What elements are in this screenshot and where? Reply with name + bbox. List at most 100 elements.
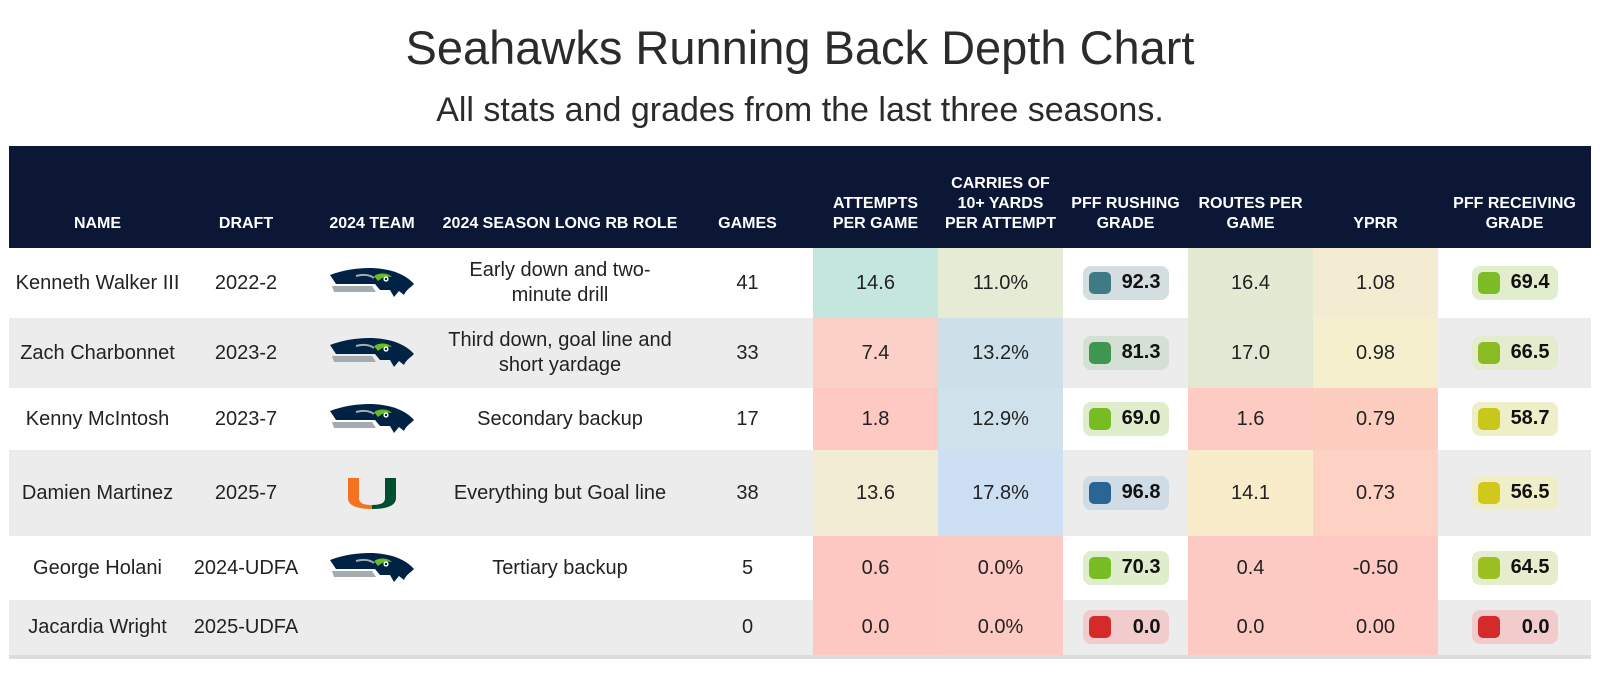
rushing-grade-cell: 70.3 (1063, 536, 1188, 600)
draft-cell: 2023-2 (214, 341, 278, 364)
yprr-cell: -0.50 (1313, 536, 1438, 600)
receiving-grade-badge: 64.5 (1471, 550, 1558, 585)
miami-logo-icon (348, 478, 396, 509)
attempts-per-game-cell: 0.6 (813, 536, 938, 600)
grade-color-swatch (1088, 616, 1111, 638)
table-row: George Holani 2024-UDFA Tertiary backup 5 0.… (9, 536, 1591, 600)
receiving-grade-cell: 58.7 (1438, 388, 1591, 450)
rushing-grade-badge: 0.0 (1082, 610, 1169, 644)
column-header-draft: DRAFT (218, 215, 274, 232)
rushing-grade-badge: 81.3 (1082, 335, 1169, 370)
attempts-per-game-cell: 14.6 (813, 248, 938, 318)
yprr-cell: 0.00 (1313, 600, 1438, 657)
grade-value: 96.8 (1121, 481, 1161, 503)
column-header-carries-10plus: CARRIES OF 10+ YARDS PER ATTEMPT (944, 175, 1057, 232)
games-cell: 5 (741, 556, 754, 579)
attempts-per-game-cell: 1.8 (813, 388, 938, 450)
rushing-grade-cell: 92.3 (1063, 248, 1188, 318)
column-header-yprr: YPRR (1353, 215, 1398, 232)
receiving-grade-cell: 0.0 (1438, 600, 1591, 657)
games-cell: 0 (741, 616, 754, 638)
draft-cell: 2025-7 (214, 481, 278, 504)
grade-color-swatch (1477, 481, 1500, 504)
rushing-grade-badge: 70.3 (1082, 550, 1169, 585)
games-cell: 33 (736, 341, 759, 364)
rushing-grade-cell: 96.8 (1063, 450, 1188, 536)
rushing-grade-badge: 69.0 (1082, 401, 1169, 436)
column-header-role: 2024 SEASON LONG RB ROLE (442, 215, 678, 232)
rushing-grade-badge: 92.3 (1082, 265, 1169, 300)
column-header-routes-per-game: ROUTES PER GAME (1198, 195, 1303, 232)
team-logo-cell (306, 248, 438, 318)
player-name: George Holani (33, 556, 162, 579)
role-cell: Tertiary backup (492, 556, 628, 579)
header-row: NAME DRAFT 2024 TEAM 2024 SEASON LONG RB… (9, 146, 1591, 248)
table-row: Kenneth Walker III 2022-2 Early down and t… (9, 248, 1591, 318)
role-cell: Third down, goal line and short yardage (448, 329, 672, 376)
draft-cell: 2023-7 (214, 407, 278, 430)
team-logo-cell (306, 600, 438, 657)
table-row: Jacardia Wright 2025-UDFA 0 0.0 0.0% 0.0 0.0 0.… (9, 600, 1591, 657)
grade-value: 0.0 (1521, 615, 1550, 638)
team-logo-cell (306, 388, 438, 450)
column-header-games: GAMES (718, 215, 777, 232)
grade-color-swatch (1477, 271, 1500, 294)
attempts-per-game-cell: 0.0 (813, 600, 938, 657)
carries-10plus-cell: 17.8% (938, 450, 1063, 536)
grade-value: 69.0 (1121, 407, 1161, 429)
grade-color-swatch (1477, 556, 1500, 579)
yprr-cell: 0.79 (1313, 388, 1438, 450)
grade-value: 66.5 (1510, 341, 1550, 363)
routes-per-game-cell: 1.6 (1188, 388, 1313, 450)
grade-color-swatch (1477, 341, 1500, 364)
grade-value: 70.3 (1121, 556, 1161, 578)
column-header-team: 2024 TEAM (329, 215, 415, 232)
role-cell (438, 600, 682, 657)
table-row: Damien Martinez 2025-7 Everything but Goal… (9, 450, 1591, 536)
draft-cell: 2025-UDFA (193, 616, 299, 638)
grade-value: 69.4 (1510, 271, 1550, 293)
routes-per-game-cell: 0.4 (1188, 536, 1313, 600)
column-header-name: NAME (73, 215, 122, 232)
carries-10plus-cell: 0.0% (938, 536, 1063, 600)
team-logo-cell (306, 318, 438, 388)
receiving-grade-cell: 66.5 (1438, 318, 1591, 388)
receiving-grade-badge: 56.5 (1471, 475, 1558, 510)
table-row: Kenny McIntosh 2023-7 Secondary backup 17 1.… (9, 388, 1591, 450)
carries-10plus-cell: 13.2% (938, 318, 1063, 388)
seahawks-logo-icon (330, 552, 414, 582)
grade-value: 92.3 (1121, 271, 1161, 293)
yprr-cell: 0.73 (1313, 450, 1438, 536)
rushing-grade-cell: 69.0 (1063, 388, 1188, 450)
yprr-cell: 0.98 (1313, 318, 1438, 388)
chart-title: Seahawks Running Back Depth Chart (405, 21, 1195, 74)
grade-color-swatch (1088, 481, 1111, 504)
games-cell: 41 (736, 271, 759, 294)
attempts-per-game-cell: 7.4 (813, 318, 938, 388)
seahawks-logo-icon (330, 267, 414, 297)
rushing-grade-cell: 81.3 (1063, 318, 1188, 388)
games-cell: 38 (736, 481, 759, 504)
role-cell: Secondary backup (477, 407, 643, 430)
receiving-grade-badge: 69.4 (1471, 265, 1558, 300)
column-header-attempts-per-game: ATTEMPTS PER GAME (832, 195, 919, 232)
routes-per-game-cell: 14.1 (1188, 450, 1313, 536)
depth-chart-table: NAME DRAFT 2024 TEAM 2024 SEASON LONG RB… (9, 146, 1591, 659)
receiving-grade-cell: 64.5 (1438, 536, 1591, 600)
receiving-grade-cell: 69.4 (1438, 248, 1591, 318)
grade-color-swatch (1477, 407, 1500, 430)
grade-value: 56.5 (1510, 481, 1550, 503)
team-logo-cell (306, 536, 438, 600)
attempts-per-game-cell: 13.6 (813, 450, 938, 536)
rushing-grade-badge: 96.8 (1082, 475, 1169, 510)
games-cell: 17 (736, 407, 759, 430)
team-logo-cell (306, 450, 438, 536)
grade-value: 64.5 (1510, 556, 1550, 578)
player-name: Kenny McIntosh (25, 407, 170, 430)
role-cell: Early down and two-minute drill (469, 259, 651, 306)
receiving-grade-cell: 56.5 (1438, 450, 1591, 536)
column-header-rushing-grade: PFF RUSHING GRADE (1071, 195, 1180, 232)
chart-subtitle: All stats and grades from the last three… (436, 91, 1164, 129)
grade-color-swatch (1088, 407, 1111, 430)
receiving-grade-badge: 66.5 (1471, 335, 1558, 370)
